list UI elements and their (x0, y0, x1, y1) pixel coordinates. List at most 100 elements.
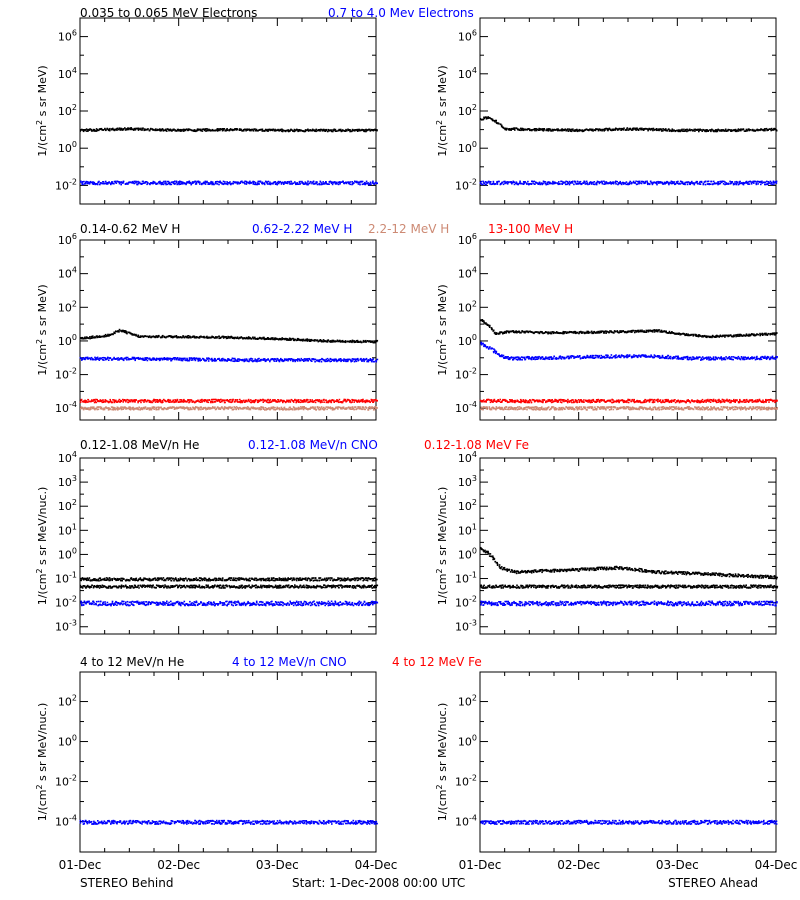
data-point (574, 181, 577, 183)
data-point (722, 130, 725, 132)
data-point (323, 401, 325, 403)
data-point (510, 357, 513, 359)
data-point (83, 180, 85, 183)
data-point (567, 182, 569, 184)
data-point (109, 334, 111, 336)
data-point (620, 183, 623, 186)
data-point (625, 331, 627, 333)
data-point (148, 335, 151, 338)
data-point (90, 400, 92, 403)
data-point (495, 351, 498, 354)
data-point (132, 400, 134, 403)
data-point (254, 183, 256, 186)
data-point (699, 180, 702, 183)
data-point (287, 130, 290, 133)
data-point (126, 182, 128, 185)
data-point (635, 129, 637, 131)
data-point (207, 129, 209, 132)
data-point (707, 183, 709, 185)
data-point (658, 128, 660, 130)
data-point (94, 356, 96, 359)
data-point (641, 329, 643, 332)
data-point (567, 331, 569, 334)
data-point (565, 332, 568, 334)
data-point (255, 360, 257, 363)
data-point (301, 180, 303, 183)
data-point (170, 359, 173, 362)
data-point (285, 359, 288, 362)
data-point (112, 407, 114, 410)
data-point (219, 359, 221, 361)
data-point (252, 182, 255, 184)
data-point (320, 182, 323, 184)
data-point (83, 400, 85, 402)
data-point (317, 359, 319, 362)
data-point (118, 330, 120, 332)
data-point (375, 406, 377, 408)
data-point (487, 117, 490, 119)
data-point (92, 335, 94, 337)
data-point (122, 182, 124, 184)
data-point (500, 124, 503, 127)
data-point (373, 129, 375, 131)
data-point (324, 130, 326, 132)
data-point (752, 333, 754, 336)
data-point (216, 336, 219, 338)
data-point (271, 182, 273, 185)
data-point (262, 359, 265, 361)
data-point (278, 360, 281, 363)
data-point (187, 128, 190, 130)
data-point (222, 180, 225, 183)
data-point (87, 407, 90, 409)
data-point (483, 116, 485, 119)
data-point (216, 180, 219, 183)
data-point (280, 358, 282, 361)
data-point (211, 183, 213, 186)
data-point (357, 357, 359, 360)
data-point (362, 339, 365, 342)
data-point (286, 338, 289, 340)
data-point (286, 358, 288, 360)
data-point (284, 338, 286, 340)
data-point (81, 336, 84, 339)
data-point (550, 331, 552, 333)
data-point (197, 400, 199, 402)
data-point (557, 128, 559, 130)
data-point (83, 407, 85, 410)
data-point (336, 407, 338, 409)
data-point (95, 398, 97, 401)
data-point (276, 129, 278, 131)
data-point (373, 399, 375, 401)
data-point (619, 330, 621, 332)
data-point (311, 399, 313, 401)
data-point (236, 407, 239, 409)
data-point (254, 407, 257, 409)
data-point (762, 333, 764, 336)
data-point (345, 408, 348, 410)
data-point (79, 401, 82, 403)
data-point (514, 331, 516, 334)
data-point (512, 358, 515, 361)
data-point (307, 183, 309, 186)
data-point (232, 357, 235, 360)
data-point (163, 129, 165, 132)
data-point (353, 399, 355, 401)
data-point (304, 359, 306, 362)
data-point (343, 360, 345, 362)
data-point (495, 332, 498, 334)
data-point (181, 401, 184, 403)
data-point (630, 129, 633, 131)
data-point (302, 339, 305, 341)
data-point (192, 182, 195, 184)
data-point (230, 358, 233, 361)
data-point (263, 182, 266, 184)
data-point (250, 401, 253, 404)
data-point (146, 128, 149, 131)
data-point (139, 409, 141, 411)
data-point (229, 399, 231, 401)
data-point (637, 129, 640, 131)
data-point (711, 335, 714, 338)
data-point (499, 332, 501, 335)
data-point (242, 181, 245, 184)
data-point (673, 129, 675, 131)
